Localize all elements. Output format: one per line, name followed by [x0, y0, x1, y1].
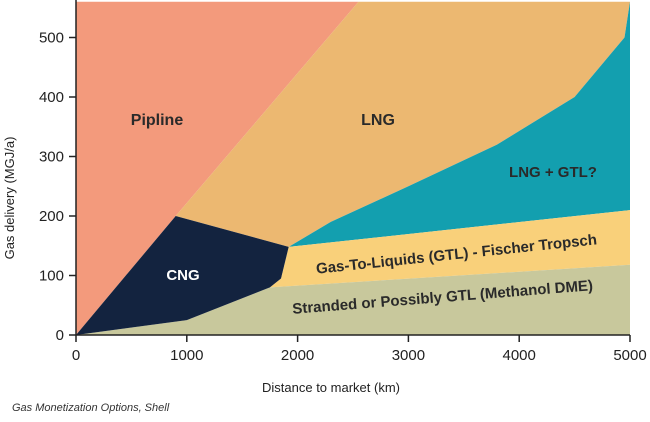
region-lng [175, 1, 630, 247]
x-tick-label: 5000 [613, 347, 646, 364]
region-pipline [76, 1, 359, 336]
area-chart: Pipline LNG LNG + GTL? CNG Gas-To-Liquid… [2, 0, 647, 395]
region-lng-gtl [288, 1, 630, 247]
figure-caption: Gas Monetization Options, Shell [12, 402, 170, 414]
region-label-cng: CNG [166, 267, 199, 284]
axes-group: 0 1000 2000 3000 4000 5000 0 100 200 300 400 500 D… [2, 0, 647, 395]
x-tick-group: 0 1000 2000 3000 4000 5000 [72, 335, 647, 364]
y-tick-group: 0 100 200 300 400 500 [39, 30, 76, 344]
y-tick-label: 400 [39, 89, 64, 106]
region-label-lng-gtl: LNG + GTL? [509, 164, 597, 181]
x-tick-label: 2000 [281, 347, 314, 364]
x-tick-label: 3000 [392, 347, 425, 364]
region-label-lng: LNG [361, 112, 395, 129]
y-tick-label: 100 [39, 268, 64, 285]
y-axis-label: Gas delivery (MGJ/a) [2, 137, 17, 260]
y-tick-label: 0 [56, 327, 64, 344]
y-tick-label: 200 [39, 208, 64, 225]
region-gas-to-liquids-gtl-fischer-tropsch [269, 210, 630, 288]
x-tick-label: 1000 [170, 347, 203, 364]
region-stranded-or-possibly-gtl-methanol-dme [76, 264, 630, 335]
y-tick-label: 500 [39, 30, 64, 47]
x-axis-label: Distance to market (km) [262, 380, 400, 395]
region-label-pipline: Pipline [131, 112, 184, 129]
y-tick-label: 300 [39, 149, 64, 166]
region-group [76, 1, 630, 336]
x-tick-label: 4000 [503, 347, 536, 364]
x-tick-label: 0 [72, 347, 80, 364]
region-cng [76, 216, 289, 335]
